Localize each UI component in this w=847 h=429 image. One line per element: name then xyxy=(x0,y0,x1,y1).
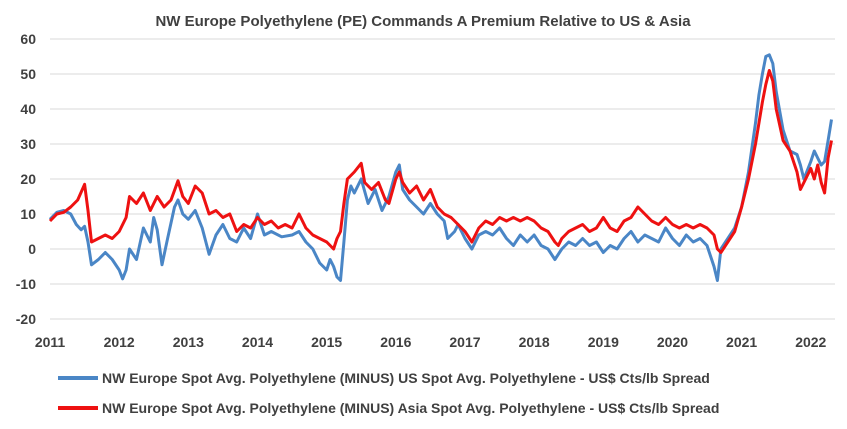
x-tick-label: 2012 xyxy=(104,334,135,350)
x-tick-label: 2011 xyxy=(35,334,66,350)
legend-label-us: NW Europe Spot Avg. Polyethylene (MINUS)… xyxy=(102,370,710,386)
y-tick-label: 60 xyxy=(20,31,36,47)
x-tick-label: 2015 xyxy=(311,334,342,350)
gridlines xyxy=(50,38,835,320)
x-tick-label: 2018 xyxy=(519,334,550,350)
x-tick-label: 2022 xyxy=(795,334,826,350)
x-axis-ticks: 2011 2012 2013 2014 2015 2016 2017 2018 2019 2020… xyxy=(35,334,827,350)
y-tick-label: -10 xyxy=(16,276,36,292)
y-tick-label: 30 xyxy=(20,136,36,152)
x-tick-label: 2021 xyxy=(726,334,757,350)
y-tick-label: -20 xyxy=(16,311,36,327)
y-tick-label: 40 xyxy=(20,101,36,117)
legend-label-asia: NW Europe Spot Avg. Polyethylene (MINUS)… xyxy=(102,400,719,416)
series-line-asia-spread xyxy=(48,69,833,254)
y-tick-label: 0 xyxy=(28,241,36,257)
y-tick-label: 10 xyxy=(20,206,36,222)
x-tick-label: 2017 xyxy=(449,334,480,350)
y-tick-label: 20 xyxy=(20,171,36,187)
x-tick-label: 2016 xyxy=(380,334,411,350)
series-lines xyxy=(48,53,833,282)
legend: NW Europe Spot Avg. Polyethylene (MINUS)… xyxy=(58,370,719,416)
series-line-us-spread xyxy=(48,53,833,282)
y-tick-label: 50 xyxy=(20,66,36,82)
y-axis-ticks: -20 -10 0 10 20 30 40 50 60 xyxy=(16,31,36,327)
x-tick-label: 2020 xyxy=(657,334,688,350)
x-tick-label: 2014 xyxy=(242,334,273,350)
chart-title: NW Europe Polyethylene (PE) Commands A P… xyxy=(155,13,691,30)
x-tick-label: 2013 xyxy=(173,334,204,350)
x-tick-label: 2019 xyxy=(588,334,619,350)
